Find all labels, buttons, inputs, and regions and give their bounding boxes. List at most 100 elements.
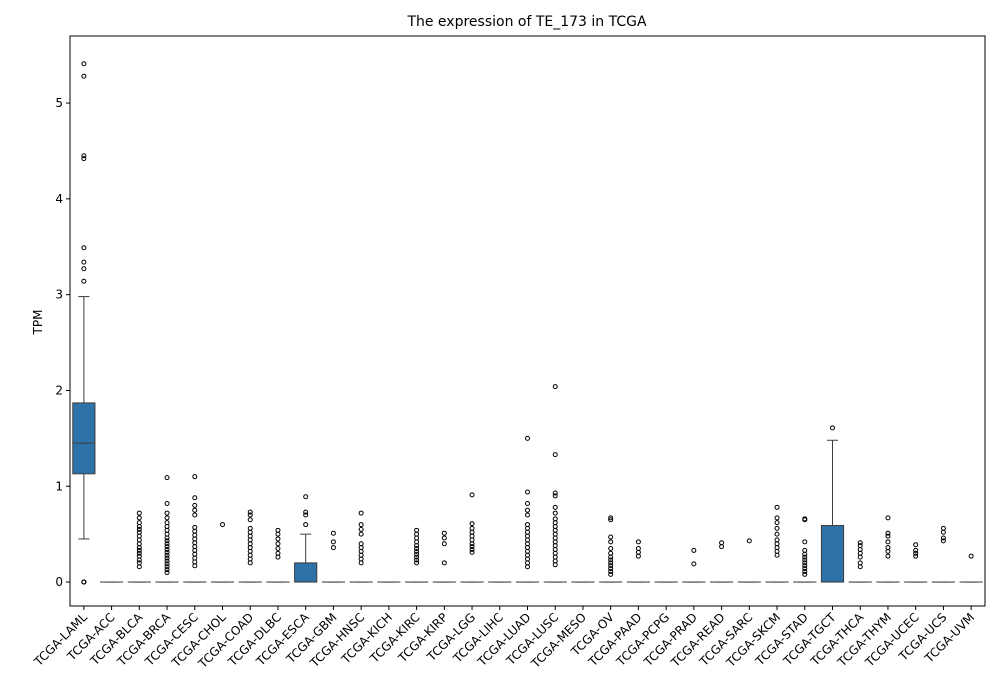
box-group (349, 510, 373, 583)
outlier-point (940, 535, 946, 541)
box-group (904, 542, 928, 583)
outlier-point (608, 563, 614, 569)
outlier-point (81, 245, 87, 251)
outlier-point (802, 569, 808, 575)
outlier-point (441, 530, 447, 536)
outlier-point (275, 536, 281, 542)
outlier-point (414, 527, 420, 533)
outlier-point (358, 522, 364, 528)
outlier-point (164, 555, 170, 561)
outlier-point (857, 543, 863, 549)
outlier-point (247, 525, 253, 531)
outlier-point (164, 546, 170, 552)
outlier-point (414, 554, 420, 560)
outlier-point (136, 520, 142, 526)
outlier-point (136, 560, 142, 566)
box-group (876, 515, 900, 583)
box-group (765, 504, 789, 583)
outlier-point (469, 549, 475, 555)
outlier-point (635, 539, 641, 545)
outlier-point (608, 557, 614, 563)
outlier-point (552, 504, 558, 510)
x-axis: TCGA-LAMLTCGA-ACCTCGA-BLCATCGA-BRCATCGA-… (31, 606, 977, 671)
outlier-point (136, 526, 142, 532)
outlier-point (81, 73, 87, 79)
box-group (543, 384, 567, 583)
outlier-point (885, 545, 891, 551)
outlier-point (774, 537, 780, 543)
box-group (127, 510, 151, 583)
outlier-point (552, 516, 558, 522)
outlier-point (525, 435, 530, 441)
outlier-point (608, 550, 614, 556)
y-tick-label: 4 (55, 192, 63, 206)
outlier-point (81, 278, 87, 284)
box-group (460, 492, 484, 583)
outlier-point (164, 541, 170, 547)
outlier-point (303, 494, 309, 500)
outlier-point (164, 564, 170, 570)
outlier-point (275, 550, 281, 556)
outlier-point (136, 550, 142, 556)
outlier-point (857, 540, 863, 546)
outlier-point (719, 540, 725, 546)
outlier-point (358, 510, 364, 516)
outlier-point (802, 516, 808, 522)
outlier-point (164, 510, 170, 516)
outlier-point (552, 452, 558, 458)
box-group (626, 539, 650, 583)
outlier-point (164, 520, 170, 526)
outlier-point (525, 522, 530, 528)
outlier-point (192, 502, 198, 508)
outlier-point (940, 538, 946, 544)
outlier-point (774, 525, 780, 531)
outlier-point (525, 512, 530, 518)
box-group (737, 538, 761, 583)
box-group (432, 530, 456, 583)
outlier-point (303, 509, 309, 515)
outlier-point (635, 546, 641, 552)
box-group (183, 474, 207, 583)
y-tick-label: 2 (55, 383, 63, 397)
box-group (266, 527, 290, 583)
outlier-point (414, 551, 420, 557)
outlier-point (913, 550, 919, 556)
box-group (405, 527, 429, 583)
outlier-point (303, 522, 309, 528)
outlier-point (802, 566, 808, 572)
y-axis: 0 1 2 3 4 5 (55, 96, 70, 589)
outlier-point (885, 530, 891, 536)
outlier-point (275, 546, 281, 552)
outlier-point (608, 515, 614, 521)
outlier-point (164, 558, 170, 564)
outlier-point (774, 504, 780, 510)
box-group (682, 547, 706, 583)
outlier-point (358, 526, 364, 532)
box-group (931, 525, 955, 583)
outlier-point (885, 553, 891, 559)
outlier-point (330, 530, 336, 536)
outlier-point (940, 525, 946, 531)
outlier-point (552, 493, 558, 499)
box-group (959, 553, 983, 583)
outlier-point (414, 546, 420, 552)
outlier-point (552, 384, 558, 390)
outlier-point (774, 515, 780, 521)
outlier-point (136, 553, 142, 559)
outlier-point (358, 531, 364, 537)
outlier-point (414, 557, 420, 563)
outlier-point (414, 548, 420, 554)
chart-title: The expression of TE_173 in TCGA (406, 14, 647, 30)
outlier-point (469, 544, 475, 550)
outlier-point (608, 560, 614, 566)
box-iqr (294, 562, 318, 583)
outlier-point (802, 563, 808, 569)
outlier-point (330, 545, 336, 551)
outlier-point (164, 552, 170, 558)
outlier-point (913, 547, 919, 553)
outlier-point (81, 579, 87, 585)
outlier-point (469, 525, 475, 531)
box-group (238, 509, 262, 583)
outlier-point (802, 554, 808, 560)
